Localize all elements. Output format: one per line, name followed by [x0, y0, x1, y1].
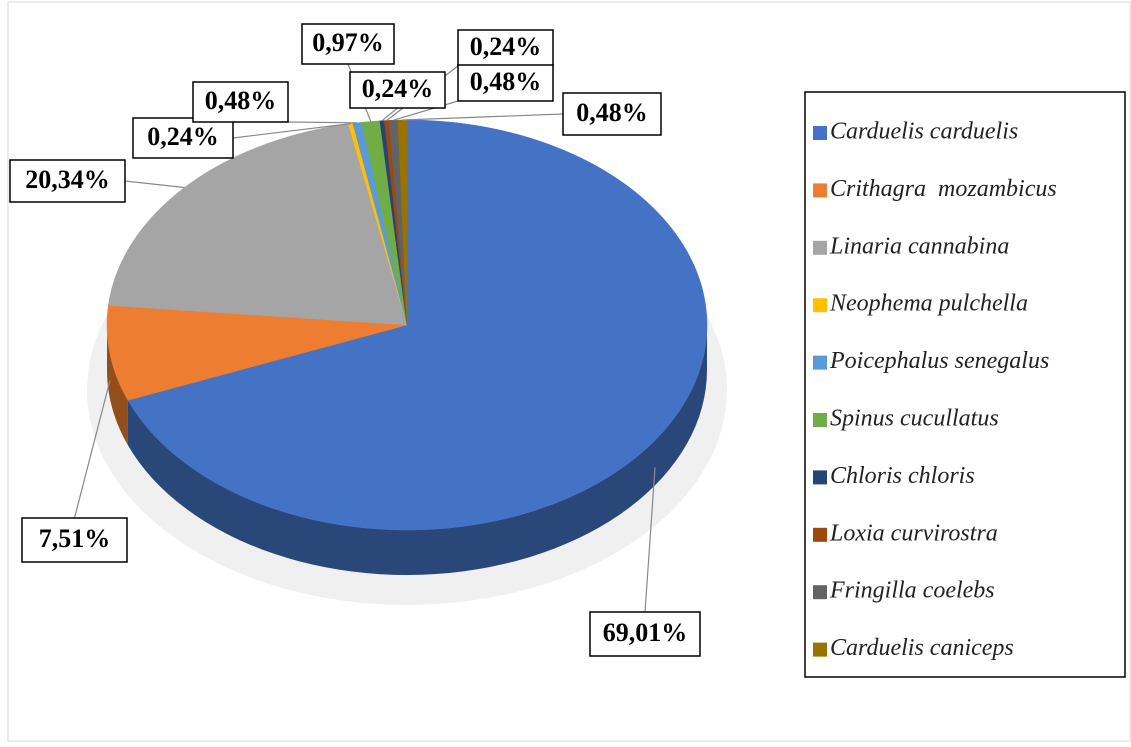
- leader-line: [124, 180, 185, 189]
- data-label: 0,97%: [312, 28, 384, 57]
- leader-line: [287, 121, 358, 124]
- legend-label: Crithagra mozambicus: [830, 176, 1057, 202]
- label-box: [21, 517, 128, 563]
- legend-label: Carduelis caniceps: [830, 635, 1014, 661]
- label-box: [349, 71, 446, 109]
- legend-swatch: [813, 585, 827, 600]
- label-box: [457, 29, 554, 67]
- legend-label: Loxia curvirostra: [829, 520, 998, 546]
- legend-label: Poicephalus senegalus: [829, 348, 1049, 374]
- data-label: 7,51%: [39, 524, 111, 553]
- legend-label: Spinus cucullatus: [830, 406, 999, 432]
- slice: [106, 305, 408, 401]
- legend-label: Neophema pulchella: [829, 291, 1028, 317]
- legend-label: Linaria cannabina: [829, 233, 1009, 259]
- label-box: [9, 159, 126, 203]
- leader-line: [381, 107, 398, 122]
- legend: Carduelis carduelis Crithagra mozambicus L…: [813, 119, 1057, 661]
- label-box: [132, 117, 234, 159]
- label-box: [562, 92, 662, 136]
- legend-swatch: [813, 355, 827, 370]
- leader-line: [232, 123, 351, 139]
- data-label: 0,48%: [470, 67, 542, 96]
- data-label: 20,34%: [25, 165, 110, 194]
- legend-swatch: [813, 240, 827, 255]
- legend-swatch: [813, 126, 827, 140]
- label-box: [301, 23, 395, 65]
- data-label: 0,24%: [147, 122, 219, 151]
- legend-swatch: [813, 470, 827, 485]
- pie: [87, 119, 727, 605]
- legend-label: Fringilla coelebs: [829, 578, 995, 604]
- leader-line: [644, 467, 656, 613]
- data-label: 0,48%: [205, 86, 277, 115]
- legend-swatch: [813, 642, 827, 657]
- data-label: 0,24%: [470, 32, 542, 61]
- legend-label: Chloris chloris: [830, 463, 975, 489]
- label-box: [589, 611, 701, 657]
- slice: [127, 119, 708, 531]
- label-box: [192, 81, 289, 123]
- legend-label: Carduelis carduelis: [830, 119, 1018, 145]
- leader-line: [393, 100, 459, 121]
- legend-swatch: [813, 527, 827, 542]
- legend-box: [804, 91, 1126, 678]
- legend-swatch: [813, 413, 827, 427]
- data-labels: 69,01% 7,51% 20,34% 0,24% 0,48% 0,97% 0,24% 0,2…: [9, 23, 701, 657]
- legend-swatch: [813, 183, 827, 198]
- slice-side: [127, 325, 707, 575]
- slice: [108, 123, 408, 326]
- label-box: [457, 64, 554, 102]
- data-label: 0,24%: [362, 74, 434, 103]
- leader-line: [402, 113, 564, 121]
- leader-line: [73, 380, 111, 519]
- data-label: 0,48%: [576, 98, 648, 127]
- data-label: 69,01%: [603, 618, 688, 647]
- legend-swatch: [813, 298, 827, 313]
- slice-side: [107, 325, 128, 446]
